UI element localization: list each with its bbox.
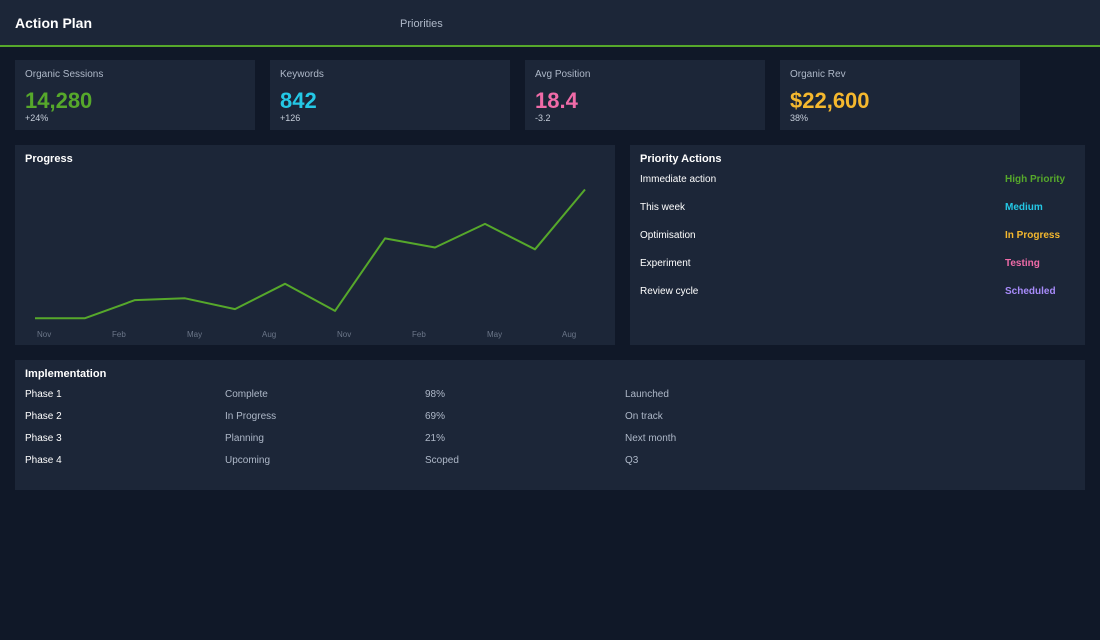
- table-cell: Phase 3: [25, 433, 62, 444]
- progress-chart: Nov Feb May Aug Nov Feb May Aug: [34, 188, 586, 339]
- implementation-panel: Implementation Phase 1 Complete 98% Launche…: [15, 360, 1085, 490]
- kpi-delta: +126: [280, 113, 301, 123]
- tab-priorities[interactable]: Priorities: [400, 18, 443, 30]
- kpi-value: $22,600: [790, 88, 870, 113]
- x-tick-label: Nov: [337, 330, 351, 339]
- kpi-value: 14,280: [25, 88, 93, 113]
- table-cell: Scoped: [425, 455, 459, 466]
- table-cell: Q3: [625, 455, 639, 466]
- priority-action-row[interactable]: This week Medium: [640, 202, 1065, 216]
- app-title: Action Plan: [15, 15, 93, 31]
- x-tick-label: May: [487, 330, 502, 339]
- priority-action-row[interactable]: Review cycle Scheduled: [640, 286, 1065, 300]
- progress-panel: Nov Feb May Aug Nov Feb May Aug Progress: [15, 145, 615, 345]
- table-cell: Phase 4: [25, 455, 62, 466]
- table-cell: Upcoming: [225, 455, 271, 466]
- table-cell: 69%: [425, 411, 446, 422]
- x-tick-label: Feb: [412, 330, 426, 339]
- kpi-label: Organic Sessions: [25, 69, 104, 80]
- x-tick-label: Aug: [262, 330, 276, 339]
- top-bar: Action Plan Priorities: [0, 0, 1100, 47]
- priority-action-name: Optimisation: [640, 230, 696, 241]
- priority-action-name: Immediate action: [640, 174, 717, 185]
- table-cell: Phase 1: [25, 389, 62, 400]
- progress-title: Progress: [25, 153, 73, 165]
- x-tick-label: May: [187, 330, 202, 339]
- table-cell: In Progress: [225, 411, 277, 422]
- table-cell: Launched: [625, 389, 669, 400]
- priority-status-label: Medium: [1005, 202, 1043, 213]
- kpi-delta: 38%: [790, 113, 809, 123]
- kpi-label: Keywords: [280, 69, 324, 80]
- priority-status-label: Scheduled: [1005, 286, 1056, 297]
- table-row: Phase 2 In Progress 69% On track: [25, 411, 1085, 425]
- table-cell: Next month: [625, 433, 677, 444]
- kpi-card-organic-sessions: Organic Sessions 14,280 +24%: [15, 60, 255, 130]
- kpi-delta: +24%: [25, 113, 49, 123]
- priority-action-row[interactable]: Experiment Testing: [640, 258, 1065, 272]
- x-tick-label: Feb: [112, 330, 126, 339]
- table-row: Phase 3 Planning 21% Next month: [25, 433, 1085, 447]
- implementation-title: Implementation: [25, 368, 107, 380]
- priority-status-label: In Progress: [1005, 230, 1061, 241]
- priority-status-label: High Priority: [1005, 174, 1066, 185]
- priority-status-label: Testing: [1005, 258, 1040, 269]
- x-tick-label: Nov: [37, 330, 51, 339]
- priority-actions-panel: Priority Actions Immediate action High Pr…: [630, 145, 1085, 345]
- progress-line: [35, 188, 586, 320]
- table-cell: On track: [625, 411, 663, 422]
- priority-action-name: Review cycle: [640, 286, 699, 297]
- kpi-label: Organic Rev: [790, 69, 846, 80]
- kpi-value: 18.4: [535, 88, 578, 113]
- priority-action-row[interactable]: Immediate action High Priority: [640, 174, 1065, 188]
- table-row: Phase 4 Upcoming Scoped Q3: [25, 455, 1085, 469]
- table-cell: 98%: [425, 389, 446, 400]
- priority-action-row[interactable]: Optimisation In Progress: [640, 230, 1065, 244]
- table-cell: Planning: [225, 433, 264, 444]
- priority-actions-title: Priority Actions: [640, 153, 722, 165]
- priority-action-name: This week: [640, 202, 686, 213]
- kpi-card-organic-rev: Organic Rev $22,600 38%: [780, 60, 1020, 130]
- table-cell: Phase 2: [25, 411, 62, 422]
- priority-action-name: Experiment: [640, 258, 691, 269]
- kpi-label: Avg Position: [535, 69, 591, 80]
- table-row: Phase 1 Complete 98% Launched: [25, 389, 1085, 403]
- kpi-value: 842: [280, 88, 317, 113]
- x-tick-label: Aug: [562, 330, 576, 339]
- kpi-card-keywords: Keywords 842 +126: [270, 60, 510, 130]
- kpi-delta: -3.2: [535, 113, 551, 123]
- kpi-card-avg-position: Avg Position 18.4 -3.2: [525, 60, 765, 130]
- table-cell: 21%: [425, 433, 446, 444]
- table-cell: Complete: [225, 389, 268, 400]
